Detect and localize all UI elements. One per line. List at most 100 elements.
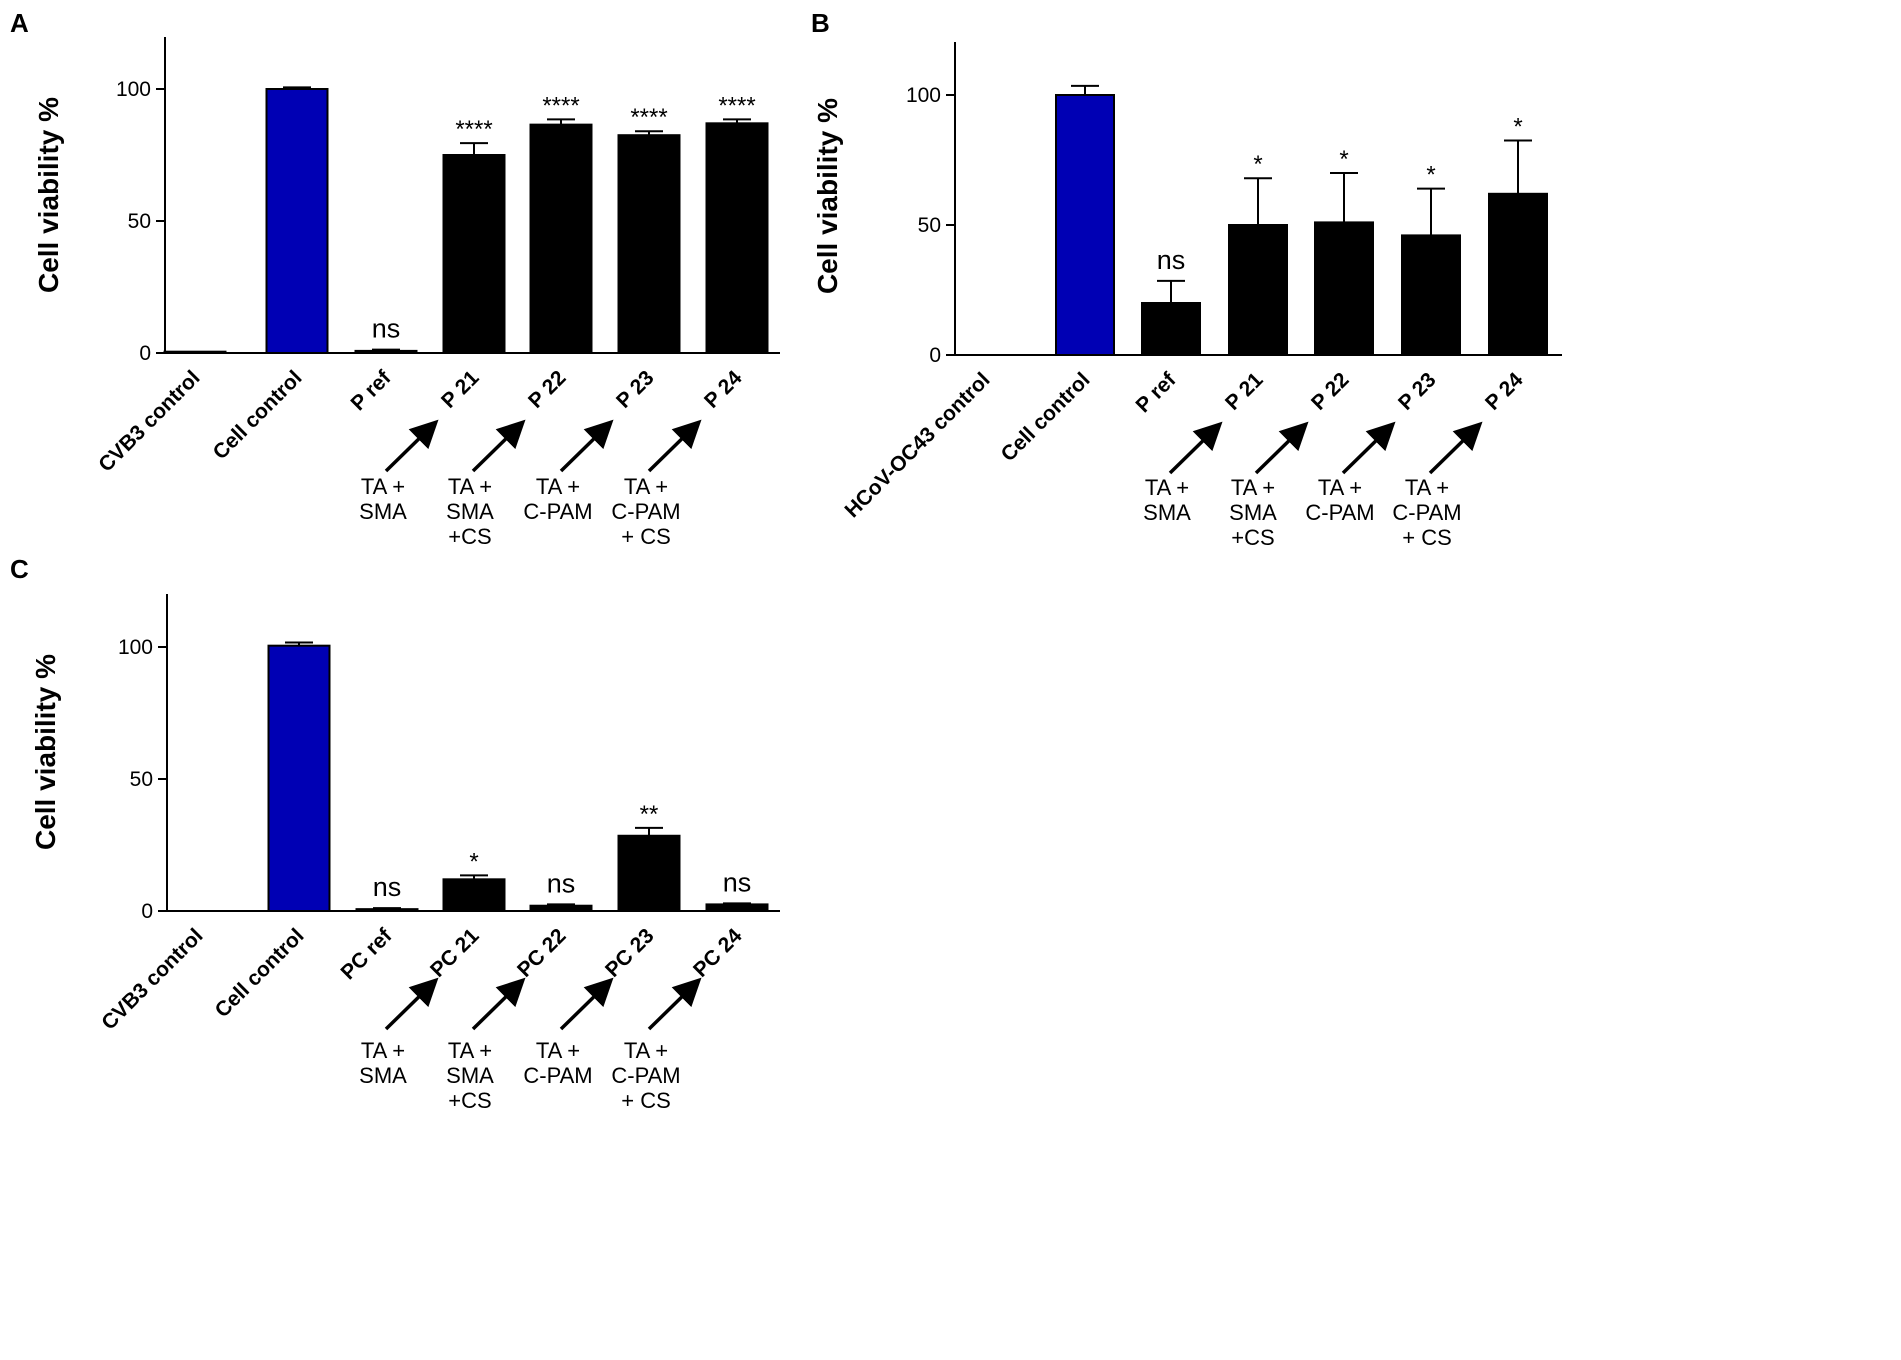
category-label: Cell control [211, 924, 309, 1022]
category-label: P 23 [612, 366, 659, 413]
annotation-label: TA + [1405, 475, 1449, 500]
y-tick-label: 100 [906, 84, 941, 107]
annotation-label: TA + [361, 1038, 405, 1063]
arrow [647, 977, 702, 1031]
category-label: PC ref [337, 924, 398, 985]
arrow [471, 419, 526, 473]
annotation-label: SMA [1229, 500, 1277, 525]
bar [1228, 224, 1288, 356]
bar [1141, 302, 1201, 356]
significance-label: * [1513, 114, 1522, 141]
panel-letter: B [811, 8, 830, 38]
y-tick-label: 0 [929, 344, 941, 367]
category-label: CVB3 control [97, 924, 207, 1034]
y-tick-label: 50 [130, 768, 153, 791]
y-axis-label: Cell viability % [30, 654, 61, 850]
y-tick-label: 0 [139, 342, 151, 365]
annotation-label: +CS [448, 1088, 491, 1113]
y-tick-label: 50 [128, 210, 151, 233]
annotation-label: TA + [448, 1038, 492, 1063]
annotation-label: TA + [1318, 475, 1362, 500]
category-label: PC 23 [601, 924, 659, 982]
annotation-label: TA + [536, 474, 580, 499]
y-axis-label: Cell viability % [812, 98, 843, 294]
arrow [384, 419, 439, 473]
category-label: P ref [1132, 368, 1182, 418]
panel-b: B Cell viability % 0 50 100 HCoV-OC43 control… [811, 8, 1562, 550]
category-label: HCoV-OC43 control [840, 368, 994, 522]
category-label: P 24 [1481, 368, 1528, 415]
significance-label: **** [718, 92, 755, 119]
panel-letter: C [10, 554, 29, 584]
y-tick-label: 100 [116, 78, 151, 101]
y-tick-label: 50 [918, 214, 941, 237]
bar [267, 644, 331, 912]
annotation-label: TA + [1231, 475, 1275, 500]
y-tick-label: 0 [141, 900, 153, 923]
bar [617, 834, 681, 913]
bar [442, 154, 506, 354]
significance-label: ** [640, 801, 659, 828]
annotation-label: + CS [1402, 525, 1452, 550]
annotation-label: C-PAM [523, 499, 592, 524]
significance-label: * [469, 848, 478, 875]
bar [705, 122, 769, 354]
significance-label: ns [1157, 245, 1186, 275]
significance-label: ns [547, 868, 576, 898]
bar [442, 878, 506, 913]
annotation-label: C-PAM [1392, 500, 1461, 525]
arrow [384, 977, 439, 1031]
annotation-label: + CS [621, 1088, 671, 1113]
annotation-label: TA + [624, 1038, 668, 1063]
bar [705, 903, 769, 913]
category-label: P 21 [1221, 368, 1268, 415]
annotation-label: C-PAM [1305, 500, 1374, 525]
category-label: P 21 [437, 366, 484, 413]
bar [354, 349, 418, 355]
bar [265, 88, 329, 354]
significance-label: ns [372, 314, 401, 344]
significance-label: **** [542, 92, 579, 119]
significance-label: * [1426, 162, 1435, 189]
category-label: Cell control [997, 368, 1095, 466]
annotation-label: C-PAM [611, 499, 680, 524]
category-label: PC 22 [513, 924, 571, 982]
annotation-label: TA + [1145, 475, 1189, 500]
category-label: PC 21 [426, 924, 484, 982]
category-label: PC 24 [689, 924, 747, 982]
category-label: Cell control [209, 366, 307, 464]
category-label: P 24 [700, 366, 747, 413]
panel-a: A Cell viability % 0 50 100 CVB3 control Cell … [10, 8, 780, 549]
arrow [471, 977, 526, 1031]
significance-label: ns [723, 867, 752, 897]
annotation-label: + CS [621, 524, 671, 549]
annotation-label: SMA [446, 1063, 494, 1088]
arrow [1254, 421, 1309, 475]
bar [1055, 94, 1115, 356]
arrow [1341, 421, 1396, 475]
annotation-label: TA + [536, 1038, 580, 1063]
y-tick-label: 100 [118, 636, 153, 659]
bar [529, 123, 593, 354]
category-label: P 23 [1394, 368, 1441, 415]
annotation-label: TA + [624, 474, 668, 499]
bar [163, 350, 227, 354]
significance-label: ns [373, 872, 402, 902]
annotation-label: TA + [448, 474, 492, 499]
bar [529, 904, 593, 912]
bar [1488, 192, 1548, 356]
significance-label: * [1253, 151, 1262, 178]
arrow [559, 419, 614, 473]
bar [355, 908, 419, 912]
annotation-label: C-PAM [523, 1063, 592, 1088]
panel-c: C Cell viability % 0 50 100 CVB3 control Cell … [10, 554, 780, 1113]
significance-label: **** [630, 104, 667, 131]
bar [1314, 221, 1374, 356]
category-label: P ref [347, 366, 397, 416]
annotation-label: SMA [446, 499, 494, 524]
annotation-label: SMA [359, 1063, 407, 1088]
arrow [559, 977, 614, 1031]
bar [1401, 234, 1461, 356]
category-label: P 22 [524, 366, 571, 413]
